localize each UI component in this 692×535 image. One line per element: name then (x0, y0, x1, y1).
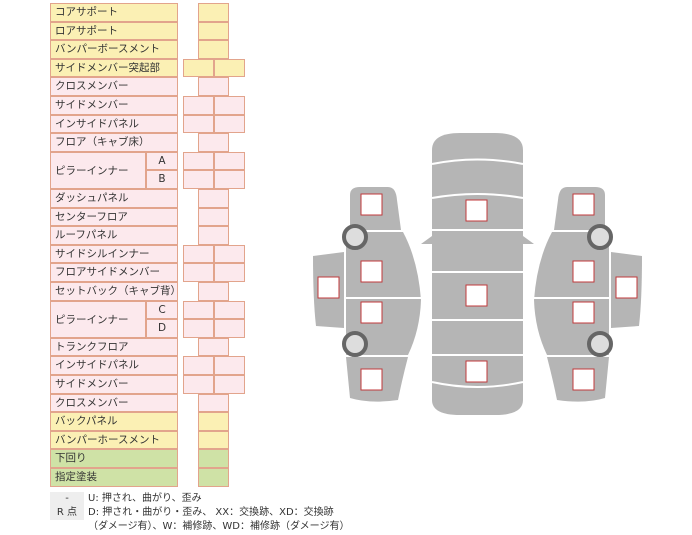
row-label: 指定塗装 (50, 468, 178, 487)
legend: - U: 押され、曲がり、歪み R 点 D: 押され・曲がり・歪み、 XX：交換跡、… (50, 492, 349, 534)
row-label: ルーフパネル (50, 226, 178, 245)
input-cell[interactable] (198, 430, 229, 450)
row-label: フロア（キャブ床） (50, 133, 178, 152)
input-cell[interactable] (214, 263, 245, 282)
input-cell[interactable] (183, 375, 214, 394)
car-top (421, 133, 534, 415)
input-cell[interactable] (198, 3, 229, 22)
row-label: サイドメンバー (50, 375, 178, 394)
row-label: 下回り (50, 449, 178, 468)
row-sublabel: D (146, 319, 178, 338)
input-cell[interactable] (198, 189, 229, 208)
input-cell[interactable] (183, 151, 214, 171)
row-label: フロアサイドメンバー (50, 263, 178, 282)
check-box[interactable] (572, 368, 595, 391)
input-cell[interactable] (183, 356, 214, 375)
row-sublabel: A (146, 151, 178, 171)
input-cell[interactable] (183, 244, 214, 264)
wheel-icon (342, 224, 368, 250)
check-box[interactable] (572, 193, 595, 216)
input-cell[interactable] (198, 337, 229, 357)
input-cell[interactable] (183, 96, 214, 115)
legend-row: （ダメージ有）、W：補修跡、WD：補修跡（ダメージ有） (88, 521, 350, 532)
check-box[interactable] (615, 276, 638, 299)
row-label: トランクフロア (50, 337, 178, 357)
input-cell[interactable] (183, 170, 214, 189)
row-label: バックパネル (50, 412, 178, 431)
check-box[interactable] (360, 301, 383, 324)
row-label: バンパーホースメント (50, 430, 178, 450)
input-cell[interactable] (183, 300, 214, 320)
input-cell[interactable] (198, 449, 229, 468)
row-label: ピラーインナー (50, 151, 146, 189)
legend-row: R 点 D: 押され・曲がり・歪み、 XX：交換跡、XD：交換跡 (50, 506, 349, 520)
row-label: ピラーインナー (50, 300, 146, 338)
row-label: サイドメンバー突起部 (50, 58, 178, 78)
input-cell[interactable] (198, 282, 229, 301)
row-label: ダッシュパネル (50, 189, 178, 208)
input-cell[interactable] (214, 356, 245, 375)
input-cell[interactable] (198, 207, 229, 227)
input-cell[interactable] (198, 133, 229, 152)
check-box[interactable] (465, 360, 488, 383)
input-cell[interactable] (198, 40, 229, 59)
row-label: コアサポート (50, 3, 178, 22)
row-label: バンパーボースメント (50, 40, 178, 59)
wheel-icon (342, 331, 368, 357)
input-cell[interactable] (198, 77, 229, 96)
check-box[interactable] (360, 368, 383, 391)
input-cell[interactable] (214, 114, 245, 134)
input-cell[interactable] (198, 412, 229, 431)
input-cell[interactable] (214, 96, 245, 115)
input-cell[interactable] (183, 58, 214, 78)
input-cell[interactable] (214, 319, 245, 338)
legend-row: - U: 押され、曲がり、歪み (50, 492, 349, 506)
row-label: クロスメンバー (50, 393, 178, 413)
check-box[interactable] (572, 301, 595, 324)
row-sublabel: C (146, 300, 178, 320)
input-cell[interactable] (183, 319, 214, 338)
check-box[interactable] (465, 199, 488, 222)
row-label: インサイドパネル (50, 356, 178, 375)
input-cell[interactable] (198, 21, 229, 41)
row-label: センターフロア (50, 207, 178, 227)
input-cell[interactable] (183, 114, 214, 134)
check-box[interactable] (360, 193, 383, 216)
input-cell[interactable] (214, 58, 245, 78)
row-label: インサイドパネル (50, 114, 178, 134)
input-cell[interactable] (183, 263, 214, 282)
check-box[interactable] (317, 276, 340, 299)
row-label: セットバック（キャブ背） (50, 282, 181, 301)
check-box[interactable] (360, 260, 383, 283)
input-cell[interactable] (214, 244, 245, 264)
row-sublabel: B (146, 170, 178, 189)
row-label: サイドメンバー (50, 96, 178, 115)
check-box[interactable] (572, 260, 595, 283)
check-box[interactable] (465, 284, 488, 307)
input-cell[interactable] (198, 468, 229, 487)
input-cell[interactable] (214, 375, 245, 394)
input-cell[interactable] (214, 300, 245, 320)
input-cell[interactable] (214, 151, 245, 171)
row-label: ロアサポート (50, 21, 178, 41)
row-label: クロスメンバー (50, 77, 178, 96)
input-cell[interactable] (198, 226, 229, 245)
input-cell[interactable] (198, 393, 229, 413)
input-cell[interactable] (214, 170, 245, 189)
row-label: サイドシルインナー (50, 244, 178, 264)
